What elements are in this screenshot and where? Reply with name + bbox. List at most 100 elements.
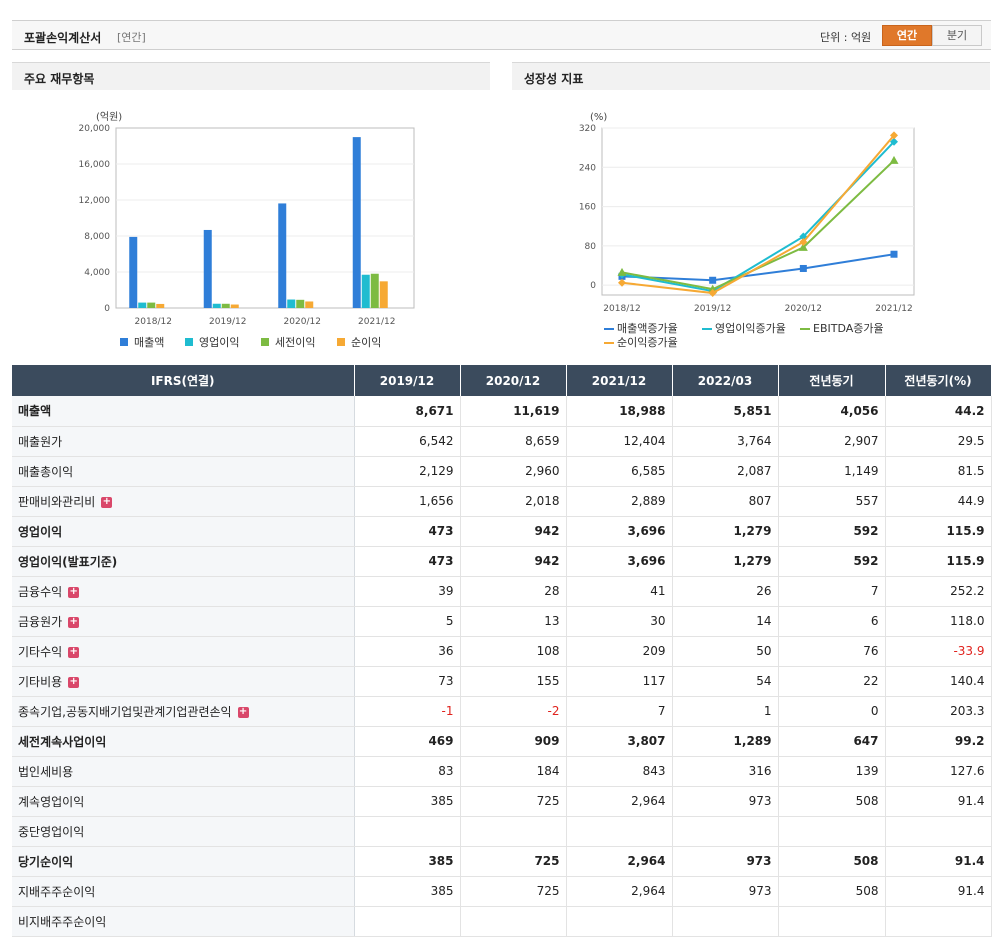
bar-4-2021/12 xyxy=(379,281,388,308)
value-cell: 385 xyxy=(354,786,461,817)
value-cell: 2,129 xyxy=(354,456,461,487)
value-cell: 115.9 xyxy=(885,515,992,547)
table-row: 판매비와관리비 +1,656 2,018 2,889 807 557 44.9 xyxy=(12,486,992,517)
value-cell: 209 xyxy=(566,635,673,667)
value-cell: 1 xyxy=(672,695,779,727)
row-label-cell: 비지배주주순이익 xyxy=(12,906,355,937)
value-cell: 7 xyxy=(778,575,886,607)
bar-1-2020/12 xyxy=(278,203,287,308)
table-row: 지배주주순이익 385 725 2,964 973 508 91.4 xyxy=(12,876,992,907)
value-cell: 140.4 xyxy=(885,666,992,697)
value-cell: 592 xyxy=(778,515,886,547)
row-label: 법인세비용 xyxy=(18,764,74,779)
row-label-cell: 당기순이익 xyxy=(12,845,355,877)
bar-x-tick-label: 2020/12 xyxy=(284,317,321,327)
expand-plus-icon[interactable]: + xyxy=(101,495,113,508)
line-series-4 xyxy=(621,134,895,295)
bar-y-tick-label: 12,000 xyxy=(79,196,111,206)
line-y-tick-label: 80 xyxy=(585,242,597,252)
column-header: 전년동기(%) xyxy=(885,365,992,396)
row-label-cell[interactable]: 판매비와관리비 + xyxy=(12,486,355,517)
value-cell xyxy=(778,816,886,847)
value-cell: 118.0 xyxy=(885,606,992,637)
value-cell: 942 xyxy=(460,515,567,547)
table-row: 금융원가 +5 13 30 14 6 118.0 xyxy=(12,606,992,637)
line-point xyxy=(708,289,717,298)
value-cell: 973 xyxy=(672,876,779,907)
row-label: 매출총이익 xyxy=(18,464,74,479)
line-point xyxy=(890,131,898,140)
row-label: 금융수익 xyxy=(18,584,63,599)
value-cell: 2,907 xyxy=(778,426,886,457)
bar-legend-label: 순이익 xyxy=(351,336,381,349)
expand-plus-icon[interactable]: + xyxy=(237,705,249,718)
value-cell: 81.5 xyxy=(885,456,992,487)
value-cell: 725 xyxy=(460,845,567,877)
line-y-tick-label: 0 xyxy=(590,281,596,291)
row-label-cell[interactable]: 종속기업,공동지배기업및관계기업관련손익 + xyxy=(12,695,355,727)
line-legend-label: 영업이익증가율 xyxy=(715,322,786,335)
value-cell: 108 xyxy=(460,635,567,667)
line-point xyxy=(798,242,808,251)
value-cell: 385 xyxy=(354,876,461,907)
bar-legend-swatch xyxy=(261,338,269,346)
row-label-cell[interactable]: 금융원가 + xyxy=(12,606,355,637)
column-header: 2022/03 xyxy=(672,365,779,396)
column-header-ifrs: IFRS(연결) xyxy=(12,365,355,396)
value-cell: 203.3 xyxy=(885,695,992,727)
financial-items-panel-title: 주요 재무항목 xyxy=(12,62,490,90)
row-label: 영업이익(발표기준) xyxy=(18,554,118,569)
row-label-cell[interactable]: 기타수익 + xyxy=(12,635,355,667)
financial-items-bar-chart: (억원)20,000 16,000 12,000 8,000 4,000 0 2018/12… xyxy=(79,111,415,349)
bar-y-tick-label: 8,000 xyxy=(84,232,110,242)
row-label: 기타비용 xyxy=(18,674,63,689)
value-cell: 2,018 xyxy=(460,486,567,517)
annual-toggle-button[interactable]: 연간 xyxy=(882,25,932,46)
value-cell: 473 xyxy=(354,546,461,577)
bar-2-2019/12 xyxy=(212,303,221,308)
value-cell: 647 xyxy=(778,726,886,757)
expand-plus-icon[interactable]: + xyxy=(68,645,80,658)
row-label: 당기순이익 xyxy=(18,854,74,869)
table-row: 계속영업이익 385 725 2,964 973 508 91.4 xyxy=(12,786,992,817)
value-cell: 11,619 xyxy=(460,396,567,427)
value-cell: 26 xyxy=(672,575,779,607)
value-cell: 316 xyxy=(672,756,779,787)
value-cell: 725 xyxy=(460,876,567,907)
bar-4-2018/12 xyxy=(156,303,165,308)
value-cell: 973 xyxy=(672,786,779,817)
value-cell: 6,542 xyxy=(354,426,461,457)
row-label-cell: 매출원가 xyxy=(12,426,355,457)
column-header: 2020/12 xyxy=(460,365,567,396)
row-label-cell[interactable]: 금융수익 + xyxy=(12,575,355,607)
value-cell: 30 xyxy=(566,606,673,637)
value-cell: 3,696 xyxy=(566,546,673,577)
value-cell: 1,149 xyxy=(778,456,886,487)
value-cell: 91.4 xyxy=(885,786,992,817)
bar-y-tick-label: 16,000 xyxy=(79,160,111,170)
expand-plus-icon[interactable]: + xyxy=(68,615,80,628)
value-cell: 14 xyxy=(672,606,779,637)
column-header: 2019/12 xyxy=(354,365,461,396)
page-title: 포괄손익계산서 xyxy=(24,31,102,45)
row-label: 기타수익 xyxy=(18,644,63,659)
value-cell: 54 xyxy=(672,666,779,697)
line-point xyxy=(799,232,808,241)
line-point xyxy=(618,278,626,287)
line-y-tick-label: 320 xyxy=(579,124,596,134)
value-cell: 807 xyxy=(672,486,779,517)
value-cell xyxy=(460,906,567,937)
value-cell: 508 xyxy=(778,845,886,877)
expand-plus-icon[interactable]: + xyxy=(68,585,80,598)
value-cell: 252.2 xyxy=(885,575,992,607)
row-label-cell: 영업이익(발표기준) xyxy=(12,546,355,577)
expand-plus-icon[interactable]: + xyxy=(68,675,80,688)
value-cell: 73 xyxy=(354,666,461,697)
value-cell: 4,056 xyxy=(778,396,886,427)
value-cell: 2,960 xyxy=(460,456,567,487)
value-cell: 2,964 xyxy=(566,845,673,877)
quarter-toggle-button[interactable]: 분기 xyxy=(932,25,982,46)
line-point xyxy=(889,155,899,164)
row-label-cell[interactable]: 기타비용 + xyxy=(12,666,355,697)
line-x-tick-label: 2019/12 xyxy=(694,304,731,314)
